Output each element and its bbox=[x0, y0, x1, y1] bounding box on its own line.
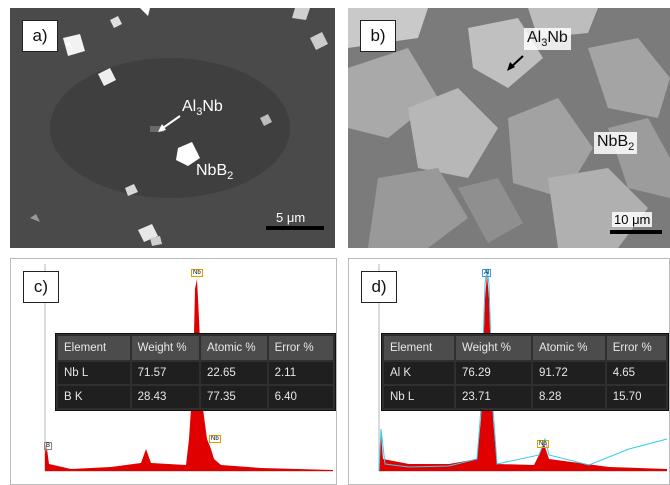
col-element: Element bbox=[384, 336, 454, 360]
peak-label-al-d: Al bbox=[482, 269, 492, 277]
nbb2-label-a: NbB2 bbox=[196, 162, 234, 183]
al3nb-label-b: Al3Nb bbox=[524, 28, 571, 51]
col-atomic: Atomic % bbox=[532, 336, 605, 360]
cell: 76.29 bbox=[455, 362, 531, 384]
table-row: B K 28.43 77.35 6.40 bbox=[58, 386, 333, 408]
col-atomic: Atomic % bbox=[201, 336, 267, 360]
table-row: Al K 76.29 91.72 4.65 bbox=[384, 362, 666, 384]
cell: 15.70 bbox=[606, 386, 666, 408]
cell: 2.11 bbox=[268, 362, 333, 384]
panel-d-tag: d) bbox=[361, 271, 397, 303]
eds-table-c: Element Weight % Atomic % Error % Nb L 7… bbox=[55, 333, 336, 411]
cell: Nb L bbox=[58, 362, 130, 384]
scalebar-a-label: 5 μm bbox=[276, 210, 306, 225]
scalebar-a bbox=[266, 226, 324, 230]
peak-label-nb2-c: Nb bbox=[209, 435, 221, 443]
panel-b-tag: b) bbox=[360, 20, 396, 52]
col-weight: Weight % bbox=[455, 336, 531, 360]
eds-table-d: Element Weight % Atomic % Error % Al K 7… bbox=[381, 333, 669, 411]
cell: 4.65 bbox=[606, 362, 666, 384]
eds-spectrum-c: c) Nb B Nb Element Weight % Atomic % Err… bbox=[10, 258, 337, 485]
cell: 28.43 bbox=[131, 386, 200, 408]
cell: 22.65 bbox=[201, 362, 267, 384]
cell: 91.72 bbox=[532, 362, 605, 384]
peak-label-b-c: B bbox=[44, 442, 53, 450]
panel-c-tag: c) bbox=[23, 271, 59, 303]
peak-label-nb-d: Nb bbox=[537, 440, 549, 448]
scalebar-b-label: 10 μm bbox=[612, 212, 653, 227]
sem-image-b: b) Al3Nb NbB2 10 μm bbox=[348, 8, 670, 248]
panel-a-tag: a) bbox=[22, 20, 58, 52]
col-element: Element bbox=[58, 336, 130, 360]
cell: 8.28 bbox=[532, 386, 605, 408]
cell: 71.57 bbox=[131, 362, 200, 384]
col-weight: Weight % bbox=[131, 336, 200, 360]
cell: Al K bbox=[384, 362, 454, 384]
nbb2-label-b: NbB2 bbox=[594, 132, 638, 155]
table-row: Nb L 23.71 8.28 15.70 bbox=[384, 386, 666, 408]
cell: 6.40 bbox=[268, 386, 333, 408]
cell: B K bbox=[58, 386, 130, 408]
cell: Nb L bbox=[384, 386, 454, 408]
cell: 23.71 bbox=[455, 386, 531, 408]
col-error: Error % bbox=[268, 336, 333, 360]
eds-spectrum-d: d) Al Nb Element Weight % Atomic % Error… bbox=[348, 258, 670, 485]
peak-label-nb-c: Nb bbox=[191, 269, 203, 277]
cell: 77.35 bbox=[201, 386, 267, 408]
table-row: Nb L 71.57 22.65 2.11 bbox=[58, 362, 333, 384]
sem-image-a: a) Al3Nb NbB2 5 μm bbox=[10, 8, 335, 248]
sem-a-particles bbox=[10, 8, 335, 248]
col-error: Error % bbox=[606, 336, 666, 360]
al3nb-label-a: Al3Nb bbox=[182, 98, 223, 119]
